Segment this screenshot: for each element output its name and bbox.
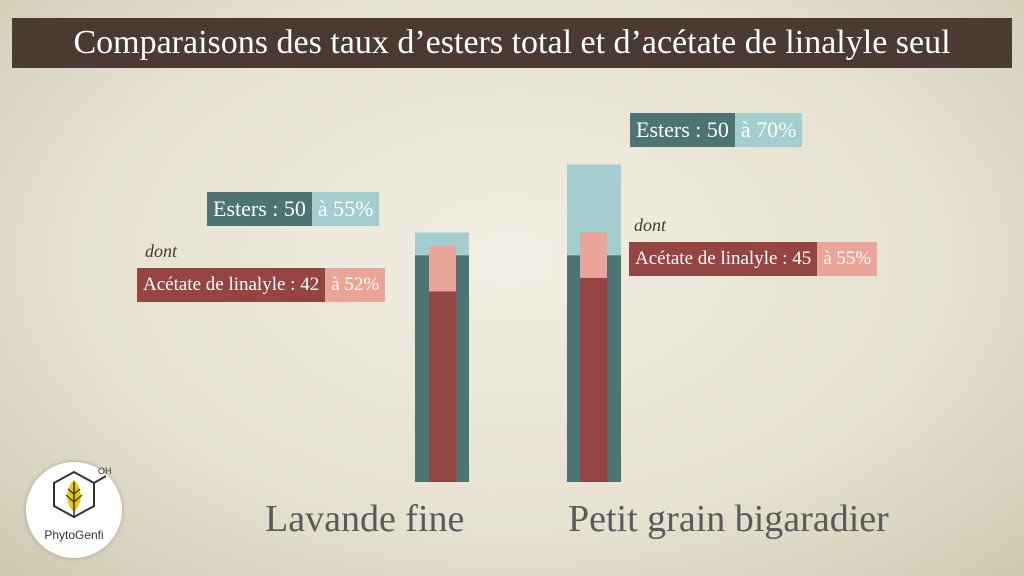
- esters-label-petitgrain: Esters : 50 à 70%: [630, 113, 803, 147]
- dont-label-petitgrain: dont: [634, 215, 667, 235]
- logo-text: PhytoGenfi: [44, 528, 104, 542]
- phytogenfi-logo: OH PhytoGenfi: [26, 462, 122, 558]
- acetate-label-petitgrain: Acétate de linalyle : 45 à 55%: [629, 240, 878, 276]
- chart-title: Comparaisons des taux d’esters total et …: [12, 18, 1012, 68]
- esters-min-lavande: Esters : 50: [207, 192, 312, 226]
- dont-label-lavande: dont: [145, 241, 178, 261]
- bar-acetate-min-lavande: [429, 291, 456, 482]
- acetate-min-lavande: Acétate de linalyle : 42: [137, 268, 326, 302]
- bar-acetate-range-lavande: [429, 246, 456, 292]
- category-label-lavande: Lavande fine: [265, 498, 465, 540]
- esters-max-lavande: à 55%: [311, 192, 380, 226]
- esters-max-petitgrain: à 70%: [734, 113, 803, 147]
- leaf-hexagon-icon: [53, 470, 107, 519]
- esters-label-lavande: Esters : 50 à 55%: [207, 192, 380, 226]
- acetate-max-lavande: à 52%: [325, 268, 386, 302]
- bar-acetate-range-petitgrain: [580, 232, 607, 278]
- esters-min-petitgrain: Esters : 50: [630, 113, 735, 147]
- acetate-min-petitgrain: Acétate de linalyle : 45: [629, 242, 818, 276]
- bar-acetate-min-petitgrain: [580, 277, 607, 482]
- acetate-max-petitgrain: à 55%: [817, 242, 878, 276]
- oh-label: OH: [98, 466, 112, 476]
- category-label-petitgrain: Petit grain bigaradier: [568, 498, 889, 540]
- acetate-label-lavande: Acétate de linalyle : 42 à 52%: [137, 266, 386, 302]
